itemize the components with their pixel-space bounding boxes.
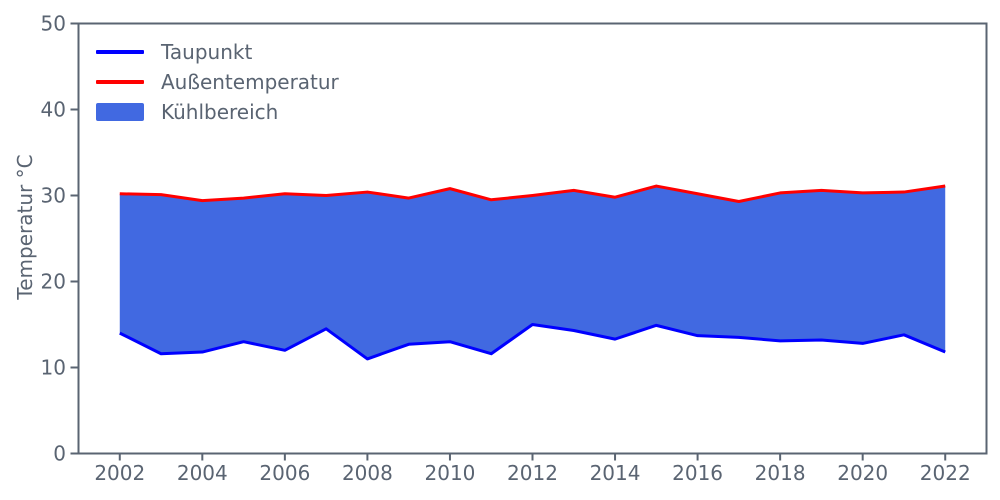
x-tick-label: 2010 [425, 461, 476, 485]
legend-swatch-box [96, 80, 144, 84]
x-tick-label: 2016 [672, 461, 723, 485]
chart-legend: Taupunkt Außentemperatur Kühlbereich [96, 37, 339, 127]
legend-label-kuehlbereich: Kühlbereich [161, 100, 279, 124]
legend-swatch-box [96, 50, 144, 54]
kuehlbereich-area-swatch [96, 103, 144, 121]
y-tick-label: 40 [41, 98, 66, 122]
y-tick-label: 0 [53, 442, 66, 466]
legend-label-aussentemperatur: Außentemperatur [161, 70, 339, 94]
taupunkt-line [119, 323, 946, 361]
kuehlbereich-fill-area [119, 186, 946, 359]
y-tick-label: 50 [41, 12, 66, 36]
legend-item-aussentemperatur: Außentemperatur [96, 67, 339, 97]
x-tick-label: 2022 [920, 461, 971, 485]
x-tick-label: 2008 [342, 461, 393, 485]
taupunkt-line-swatch [96, 50, 144, 54]
x-tick-label: 2002 [94, 461, 145, 485]
legend-item-kuehlbereich: Kühlbereich [96, 97, 339, 127]
x-tick-label: 2014 [590, 461, 641, 485]
aussentemperatur-line-swatch [96, 80, 144, 84]
y-tick-label: 10 [41, 356, 66, 380]
legend-item-taupunkt: Taupunkt [96, 37, 339, 67]
y-tick-label: 20 [41, 270, 66, 294]
x-tick-label: 2020 [837, 461, 888, 485]
aussentemperatur-line [119, 184, 946, 204]
x-tick-label: 2004 [177, 461, 228, 485]
legend-swatch-box [96, 103, 144, 121]
y-tick-label: 30 [41, 184, 66, 208]
x-tick-label: 2012 [507, 461, 558, 485]
legend-label-taupunkt: Taupunkt [161, 40, 253, 64]
x-tick-label: 2006 [259, 461, 310, 485]
x-tick-label: 2018 [755, 461, 806, 485]
y-axis-title: Temperatur °C [13, 154, 37, 300]
